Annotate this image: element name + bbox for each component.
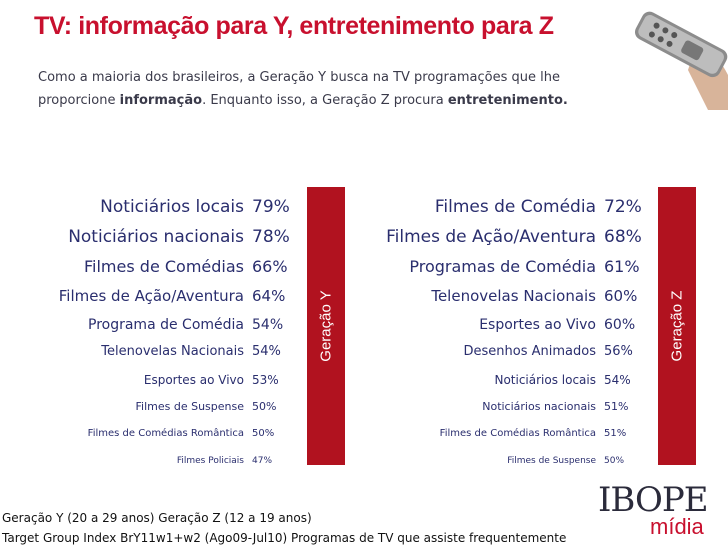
geracao-y-value: 78%: [252, 226, 290, 247]
geracao-z-label: Filmes de Comédias Romântica: [439, 428, 596, 439]
geracao-y-label: Geração Y: [317, 290, 335, 362]
geracao-y-value: 50%: [252, 428, 275, 439]
geracao-z-label: Noticiários nacionais: [482, 400, 596, 414]
geracao-z-label: Filmes de Comédia: [434, 196, 596, 217]
geracao-z-value: 60%: [604, 287, 638, 305]
intro-part1: Como a maioria dos brasileiros, a Geraçã…: [38, 70, 560, 108]
geracao-z-value: 51%: [604, 428, 627, 439]
geracao-y-value: 54%: [252, 316, 284, 333]
geracao-y-value: 50%: [252, 400, 277, 414]
geracao-z-value: 60%: [604, 316, 636, 333]
geracao-z-value: 61%: [604, 257, 640, 277]
tv-remote-icon: [634, 11, 728, 110]
geracao-y-label: Filmes Policiais: [176, 455, 244, 466]
geracao-y-value: 54%: [252, 344, 281, 360]
footer-source: Target Group Index BrY11w1+w2 (Ago09-Jul…: [2, 531, 566, 545]
geracao-y-band: Geração Y: [307, 187, 345, 465]
ibope-logo: IBOPE: [598, 480, 709, 520]
geracao-y-label: Esportes ao Vivo: [143, 372, 244, 387]
geracao-z-label: Filmes de Suspense: [507, 455, 596, 466]
geracao-y-label: Filmes de Comédias Romântica: [87, 428, 244, 439]
geracao-y-label: Noticiários locais: [100, 196, 244, 217]
geracao-y-value: 53%: [252, 372, 279, 387]
geracao-y-value: 64%: [252, 287, 286, 305]
geracao-z-label: Filmes de Ação/Aventura: [386, 226, 596, 247]
page-title: TV: informação para Y, entretenimento pa…: [34, 12, 554, 40]
footer-source-question: Programas de TV que assiste frequentemen…: [291, 531, 567, 545]
geracao-z-label: Esportes ao Vivo: [479, 316, 596, 333]
geracao-y-label: Noticiários nacionais: [68, 226, 244, 247]
intro-bold-informacao: informação: [119, 93, 203, 108]
footer-generations: Geração Y (20 a 29 anos) Geração Z (12 a…: [2, 511, 312, 525]
geracao-y-value: 79%: [252, 196, 290, 217]
geracao-z-value: 51%: [604, 400, 629, 414]
geracao-y-label: Telenovelas Nacionais: [101, 344, 244, 360]
geracao-y-label: Filmes de Ação/Aventura: [58, 287, 244, 305]
geracao-z-value: 50%: [604, 455, 625, 466]
geracao-y-label: Filmes de Comédias: [84, 257, 244, 277]
geracao-z-label: Desenhos Animados: [463, 344, 596, 360]
geracao-z-label: Programas de Comédia: [409, 257, 596, 277]
geracao-z-label: Telenovelas Nacionais: [431, 287, 596, 305]
intro-bold-entretenimento: entretenimento.: [447, 93, 568, 108]
midia-logo: mídia: [650, 514, 704, 539]
footer-source-tgi: Target Group Index BrY11w1+w2 (Ago09-Jul…: [2, 531, 288, 545]
geracao-z-label: Noticiários locais: [494, 372, 596, 387]
intro-part2: . Enquanto isso, a Geração Z procura: [202, 93, 448, 108]
geracao-z-value: 54%: [604, 372, 631, 387]
geracao-y-label: Filmes de Suspense: [135, 400, 244, 414]
geracao-z-band: Geração Z: [658, 187, 696, 465]
intro-text: Como a maioria dos brasileiros, a Geraçã…: [38, 66, 638, 112]
geracao-y-label: Programa de Comédia: [88, 316, 244, 333]
geracao-z-value: 68%: [604, 226, 642, 247]
geracao-z-label: Geração Z: [668, 290, 686, 362]
geracao-z-value: 72%: [604, 196, 642, 217]
geracao-y-value: 47%: [252, 455, 273, 466]
geracao-z-value: 56%: [604, 344, 633, 360]
geracao-y-value: 66%: [252, 257, 288, 277]
